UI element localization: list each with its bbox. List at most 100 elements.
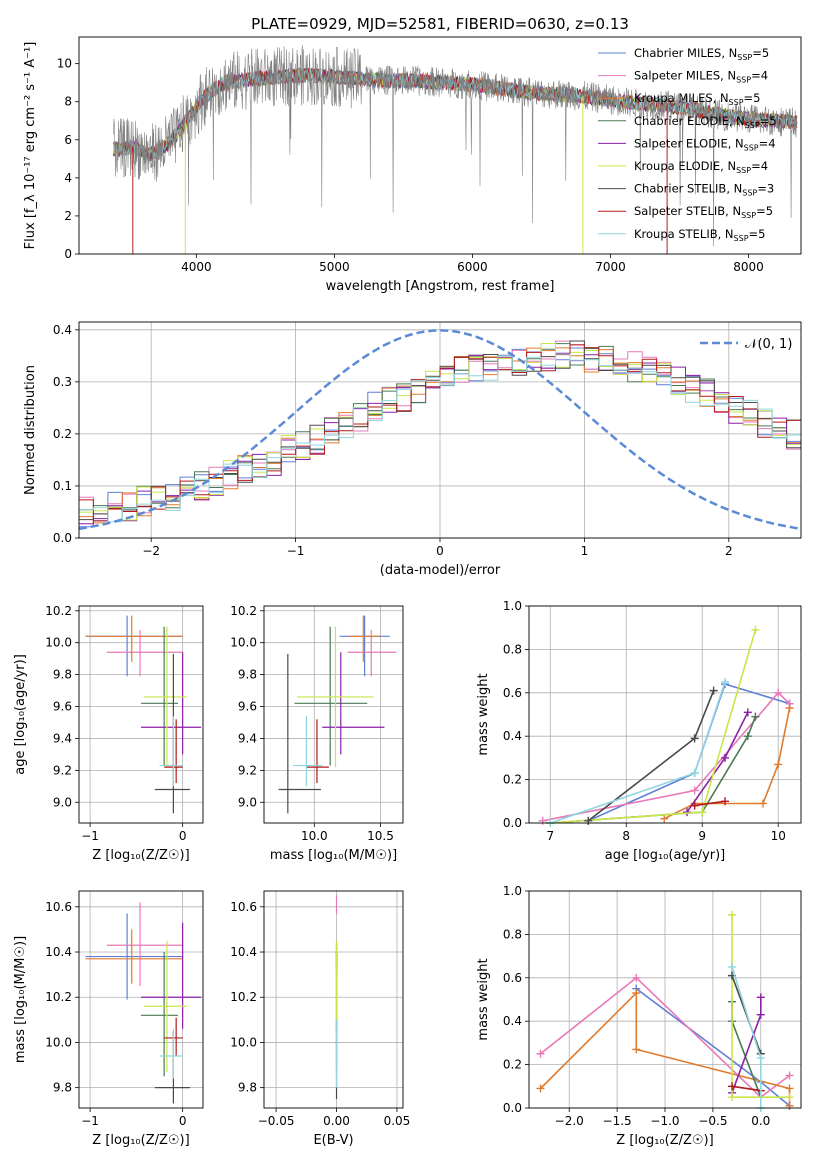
legend-entry: Salpeter MILES, NSSP=4 <box>634 69 768 85</box>
x-tick-label: 10.5 <box>367 829 394 843</box>
y-tick-label: 10.6 <box>45 900 72 914</box>
y-axis-label: Normed distribution <box>23 365 38 495</box>
axes-frame <box>528 605 802 824</box>
weight-marker <box>632 973 641 982</box>
weight-marker <box>751 712 760 721</box>
x-tick-label: 5000 <box>319 260 350 274</box>
y-tick-label: 10.6 <box>230 900 257 914</box>
y-tick-label: 8 <box>64 95 72 109</box>
x-tick-label: −2 <box>142 544 160 558</box>
weight-marker <box>538 816 547 825</box>
axes-frame <box>263 890 404 1109</box>
weight-marker <box>728 1093 737 1102</box>
x-tick-label: 0.00 <box>323 1114 350 1128</box>
y-tick-label: 0.8 <box>503 927 522 941</box>
weight-marker <box>756 1010 765 1019</box>
y-tick-label: 10.2 <box>45 604 72 618</box>
spectrum-panel: 4000 5000 6000 7000 8000 0 2 4 6 8 10 wavelength [A… <box>23 36 802 294</box>
y-axis-label: age [log₁₀(age/yr)] <box>13 654 28 775</box>
weight-marker <box>785 1084 794 1093</box>
age-vs-Z-panel: −1 0 9.0 9.2 9.4 9.6 9.8 10.0 10.2 Z [log₁₀(Z/Z☉)… <box>13 604 204 863</box>
weight-marker <box>584 816 593 825</box>
y-tick-label: 10.2 <box>45 990 72 1004</box>
spectrum-lines <box>113 45 798 254</box>
weight-marker <box>759 799 768 808</box>
y-tick-label: 0.3 <box>53 375 72 389</box>
axes-frame <box>78 605 204 824</box>
x-tick-label: −1.0 <box>650 1114 679 1128</box>
y-tick-label: 0.4 <box>53 323 72 337</box>
legend-subscript: SSP <box>736 76 751 85</box>
y-tick-label: 9.0 <box>238 795 257 809</box>
weight-marker <box>683 808 692 817</box>
y-axis-label: mass weight <box>476 958 491 1040</box>
y-tick-label: 9.6 <box>238 700 257 714</box>
legend-value: =5 <box>744 91 761 105</box>
x-tick-label: −1 <box>81 1114 99 1128</box>
histogram-kroupa-stelib <box>79 353 801 523</box>
weight-marker <box>728 962 737 971</box>
axes-frame <box>78 321 802 539</box>
y-tick-label: 0.1 <box>53 479 72 493</box>
weight-marker <box>743 708 752 717</box>
weight-line <box>663 707 791 820</box>
figure-title: PLATE=0929, MJD=52581, FIBERID=0630, z=0… <box>251 15 629 33</box>
y-tick-label: 0.2 <box>503 773 522 787</box>
y-tick-label: 9.4 <box>53 731 72 745</box>
y-tick-label: 9.8 <box>238 1081 257 1095</box>
y-tick-label: 0.2 <box>503 1058 522 1072</box>
x-tick-label: 7 <box>546 829 554 843</box>
legend-entry: Chabrier STELIB, NSSP=3 <box>634 182 774 198</box>
y-tick-label: 10.2 <box>230 990 257 1004</box>
mass-vs-Z-panel: −1 0 9.8 10.0 10.2 10.4 10.6 Z [log₁₀(Z/Z☉)] mas… <box>13 890 204 1148</box>
y-tick-label: 0.4 <box>503 729 522 743</box>
x-tick-label: 10 <box>771 829 786 843</box>
legend-subscript: SSP <box>734 234 749 243</box>
y-tick-label: 10.2 <box>230 604 257 618</box>
legend-subscript: SSP <box>745 121 760 130</box>
x-tick-label: 8000 <box>733 260 764 274</box>
y-tick-label: 4 <box>64 171 72 185</box>
y-axis-label: Flux [f_λ 10⁻¹⁷ erg cm⁻² s⁻¹ A⁻¹] <box>23 42 38 250</box>
x-axis-label: Z [log₁₀(Z/Z☉)] <box>616 1133 713 1148</box>
x-tick-label: 10.0 <box>301 829 328 843</box>
x-tick-label: 1 <box>581 544 589 558</box>
y-tick-label: 9.6 <box>53 700 72 714</box>
x-tick-label: 0 <box>436 544 444 558</box>
axes-frame <box>78 36 802 255</box>
axes-frame <box>78 890 204 1109</box>
weight-marker <box>785 1101 794 1110</box>
legend-entry: Kroupa MILES, NSSP=5 <box>634 91 760 107</box>
legend-entry: Chabrier MILES, NSSP=5 <box>634 46 769 62</box>
x-tick-label: −0.05 <box>258 1114 295 1128</box>
x-tick-label: 7000 <box>595 260 626 274</box>
x-axis-label: Z [log₁₀(Z/Z☉)] <box>92 1133 189 1148</box>
weight-marker <box>660 814 669 823</box>
y-tick-label: 9.2 <box>53 763 72 777</box>
y-axis-label: mass weight <box>476 673 491 755</box>
x-axis-label: Z [log₁₀(Z/Z☉)] <box>92 848 189 863</box>
legend-value: =5 <box>760 114 777 128</box>
y-tick-label: 0 <box>64 247 72 261</box>
y-tick-label: 9.2 <box>238 763 257 777</box>
weight-marker <box>785 1093 794 1102</box>
y-tick-label: 0.6 <box>503 971 522 985</box>
y-tick-label: 0.0 <box>53 531 72 545</box>
weight-marker <box>632 1045 641 1054</box>
y-tick-label: 10.4 <box>230 945 257 959</box>
weight-marker <box>632 988 641 997</box>
x-tick-label: 0.0 <box>751 1114 770 1128</box>
y-axis-label: mass [log₁₀(M/M☉)] <box>13 936 28 1063</box>
weight-marker <box>536 1084 545 1093</box>
weight-marker <box>721 797 730 806</box>
x-tick-label: 0.05 <box>384 1114 411 1128</box>
x-axis-label: age [log₁₀(age/yr)] <box>605 848 726 863</box>
legend-value: =4 <box>751 159 768 173</box>
legend-entry: Chabrier ELODIE, NSSP=5 <box>634 114 777 130</box>
x-axis-label: (data-model)/error <box>380 563 501 578</box>
weight-line <box>540 976 790 1099</box>
legend-value: =4 <box>751 69 768 83</box>
y-tick-label: 9.4 <box>238 731 257 745</box>
legend-entry: Salpeter ELODIE, NSSP=4 <box>634 136 776 152</box>
